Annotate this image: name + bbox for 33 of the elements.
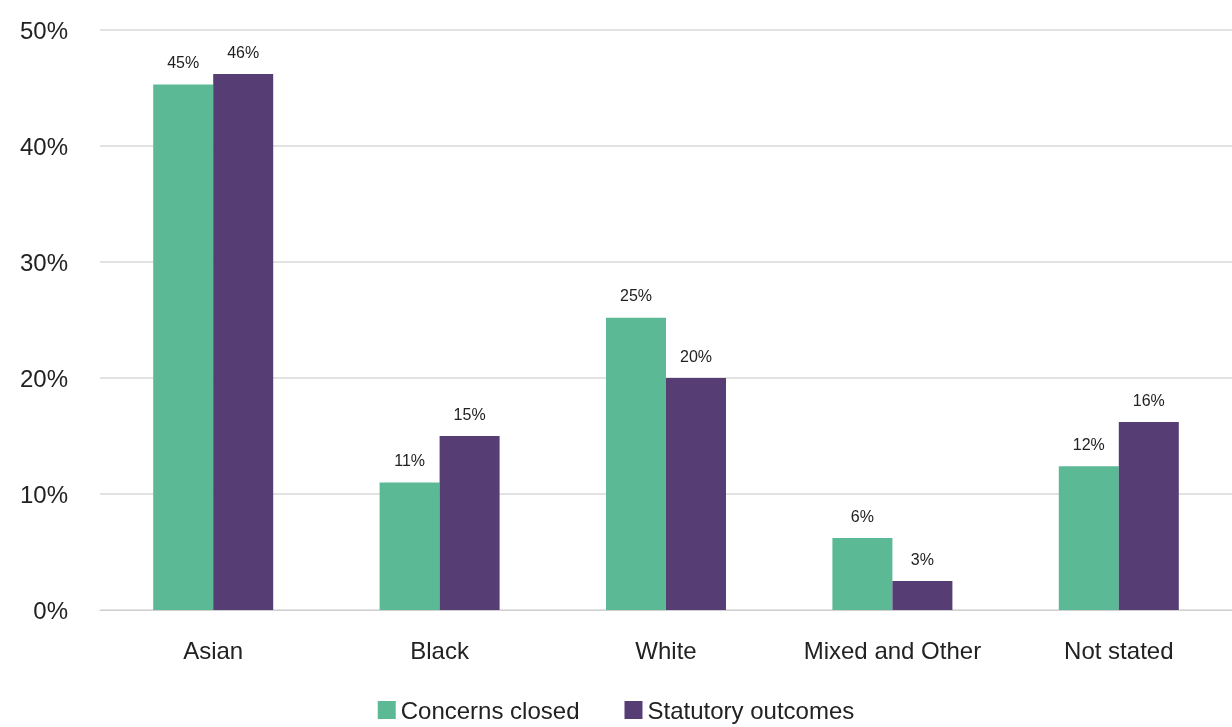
y-tick-label: 30%	[19, 248, 68, 276]
bar	[379, 482, 440, 610]
y-tick-label: 50%	[19, 16, 68, 44]
bar	[213, 74, 274, 610]
data-label: 12%	[1072, 435, 1105, 453]
legend-label: Concerns closed	[400, 696, 580, 724]
bar	[1058, 466, 1119, 610]
x-tick-label: Mixed and Other	[803, 636, 982, 664]
bar	[1118, 422, 1179, 610]
data-label: 20%	[679, 347, 713, 365]
y-tick-label: 0%	[33, 596, 68, 624]
data-label: 11%	[394, 451, 426, 469]
legend-label: Statutory outcomes	[647, 696, 855, 724]
bar	[439, 436, 500, 610]
y-tick-label: 10%	[19, 480, 68, 508]
bar	[606, 317, 666, 610]
data-label: 46%	[227, 43, 260, 61]
x-tick-label: White	[635, 636, 697, 664]
y-tick-label: 40%	[19, 132, 68, 160]
y-tick-label: 20%	[19, 364, 68, 392]
bar	[153, 84, 214, 610]
data-label: 6%	[850, 507, 874, 525]
x-tick-label: Black	[410, 636, 470, 664]
data-label: 16%	[1132, 391, 1165, 409]
data-label: 3%	[910, 550, 934, 568]
data-label: 45%	[167, 54, 200, 72]
x-tick-label: Not stated	[1064, 636, 1174, 664]
data-label: 25%	[619, 287, 653, 305]
data-label: 15%	[453, 405, 486, 423]
bar	[666, 378, 726, 610]
bar	[892, 581, 953, 610]
bar	[832, 538, 893, 610]
x-tick-label: Asian	[183, 636, 244, 664]
